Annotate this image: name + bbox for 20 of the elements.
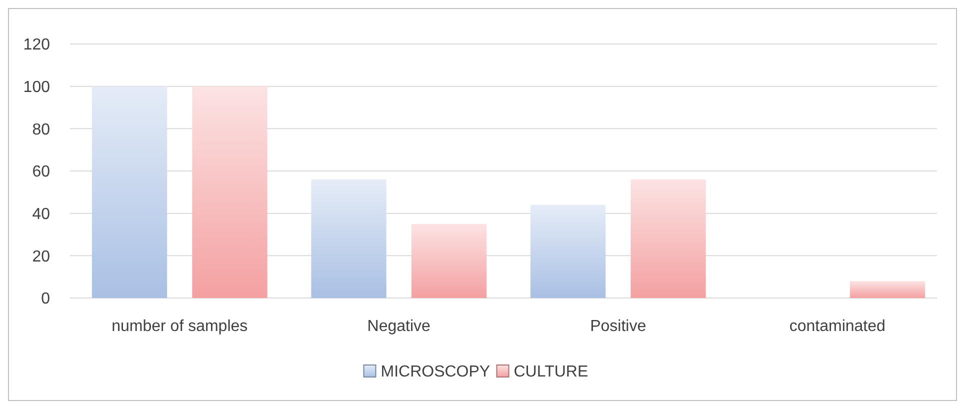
- bar: [630, 179, 706, 298]
- y-tick-label: 40: [32, 206, 50, 223]
- y-tick-label: 100: [23, 78, 50, 96]
- y-tick-label: 60: [32, 164, 50, 181]
- x-tick-label: Negative: [367, 318, 431, 335]
- legend-label: CULTURE: [514, 364, 588, 381]
- x-tick-label: contaminated: [789, 318, 886, 335]
- bar: [530, 204, 606, 298]
- y-tick-label: 20: [32, 248, 50, 266]
- bar: [92, 86, 168, 298]
- bar: [850, 281, 926, 298]
- x-tick-label: number of samples: [112, 318, 248, 335]
- legend-label: MICROSCOPY: [380, 364, 490, 381]
- bar: [311, 179, 386, 298]
- bar: [192, 86, 268, 298]
- x-tick-label: Positive: [590, 318, 646, 335]
- bar: [411, 224, 487, 298]
- y-tick-label: 80: [32, 121, 50, 138]
- y-tick-label: 0: [41, 290, 50, 308]
- y-tick-label: 120: [23, 36, 50, 54]
